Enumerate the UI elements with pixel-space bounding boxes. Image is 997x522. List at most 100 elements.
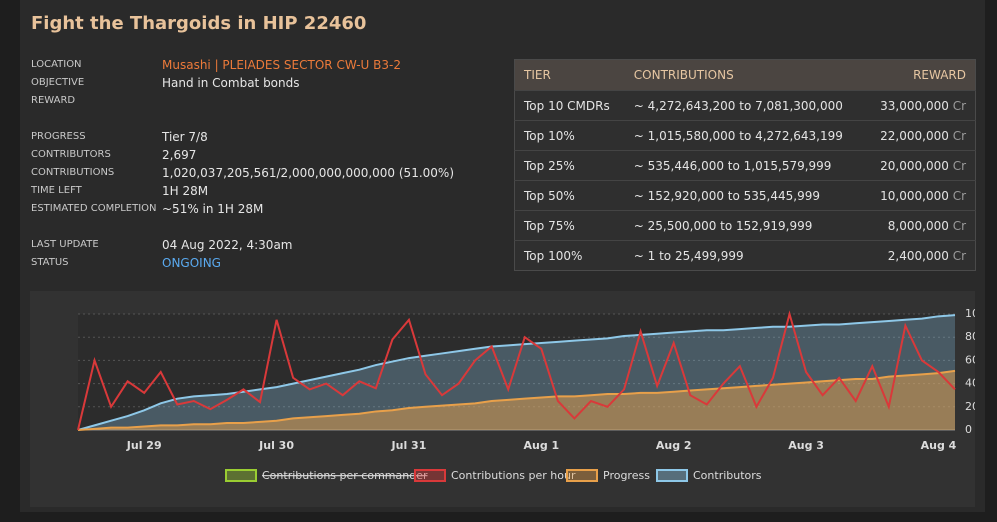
legend-swatch[interactable] [656, 469, 688, 482]
cell: 10,000,000 Cr [865, 180, 976, 211]
y-tick-label: 80 [965, 330, 975, 343]
legend-swatch[interactable] [414, 469, 446, 482]
detail-label: PROGRESS [31, 131, 86, 142]
title: Fight the Thargoids in HIP 22460 [31, 13, 367, 34]
cell-text: ~ 152,920,000 to 535,445,999 [633, 188, 820, 203]
x-tick-label: Aug 4 [921, 439, 957, 452]
cell-text: Top 100% [524, 248, 583, 263]
x-tick-label: Jul 31 [391, 439, 427, 452]
tier-table: TIER CONTRIBUTIONS REWARD Top 10 CMDRs ~ 4,2… [514, 59, 976, 271]
cell: ~ 152,920,000 to 535,445,999 [624, 180, 866, 211]
cell-text: 10,000,000 [880, 188, 949, 203]
tier-row: Top 50% ~ 152,920,000 to 535,445,999 10,00… [514, 180, 976, 211]
detail-value[interactable]: Musashi | PLEIADES SECTOR CW-U B3-2 [162, 58, 401, 72]
tier-row: Top 75% ~ 25,500,000 to 152,919,999 8,000,… [514, 210, 976, 241]
detail-group: PROGRESS Tier 7/8 CONTRIBUTORS 2,697 CONTRIB… [31, 128, 454, 218]
cell: Top 75% [514, 210, 625, 241]
tier-row: Top 10 CMDRs ~ 4,272,643,200 to 7,081,300… [514, 90, 976, 121]
panel: Fight the Thargoids in HIP 22460 LOCATIO… [20, 0, 985, 512]
cell: Top 50% [514, 180, 625, 211]
y-tick-label: 20 [965, 400, 975, 413]
detail-value: Hand in Combat bonds [162, 76, 300, 90]
detail-group: LOCATION Musashi | PLEIADES SECTOR CW-U B… [31, 56, 401, 110]
detail-row: OBJECTIVE Hand in Combat bonds [31, 74, 401, 92]
header-row: TIER CONTRIBUTIONS REWARD [514, 59, 976, 91]
cell: 33,000,000 Cr [865, 90, 976, 121]
legend-label[interactable]: Progress [603, 469, 650, 482]
detail-row: CONTRIBUTIONS 1,020,037,205,561/2,000,000… [31, 164, 454, 182]
legend-swatch[interactable] [225, 469, 257, 482]
cell: ~ 4,272,643,200 to 7,081,300,000 [624, 90, 866, 121]
currency: Cr [952, 128, 966, 143]
cell: Top 100% [514, 240, 625, 271]
x-tick-label: Aug 1 [523, 439, 559, 452]
cell: ~ 1 to 25,499,999 [624, 240, 866, 271]
legend-label[interactable]: Contributors [693, 469, 762, 482]
detail-row: LOCATION Musashi | PLEIADES SECTOR CW-U B… [31, 56, 401, 74]
tier-row: Top 10% ~ 1,015,580,000 to 4,272,643,199 2… [514, 120, 976, 151]
detail-value: 1,020,037,205,561/2,000,000,000,000 (51.… [162, 166, 454, 180]
detail-value: ONGOING [162, 256, 221, 270]
detail-label: OBJECTIVE [31, 77, 85, 88]
detail-row: LAST UPDATE 04 Aug 2022, 4:30am [31, 236, 293, 254]
cell-text: 2,400,000 [887, 248, 949, 263]
tier-row: Top 100% ~ 1 to 25,499,999 2,400,000 Cr [514, 240, 976, 271]
cell: 20,000,000 Cr [865, 150, 976, 181]
cell-text: ~ 1,015,580,000 to 4,272,643,199 [633, 128, 843, 143]
detail-label: TIME LEFT [31, 185, 82, 196]
y-tick-label: 0 [965, 423, 972, 436]
cell-text: 22,000,000 [880, 128, 949, 143]
detail-row: REWARD [31, 92, 401, 110]
cell: 8,000,000 Cr [865, 210, 976, 241]
detail-label: LAST UPDATE [31, 239, 99, 250]
cell-text: Top 10% [524, 128, 575, 143]
detail-row: CONTRIBUTORS 2,697 [31, 146, 454, 164]
detail-label: STATUS [31, 257, 69, 268]
x-tick-label: Aug 2 [656, 439, 692, 452]
detail-value: 04 Aug 2022, 4:30am [162, 238, 293, 252]
detail-row: PROGRESS Tier 7/8 [31, 128, 454, 146]
detail-label: LOCATION [31, 59, 82, 70]
line [77, 314, 956, 431]
cell-text: 33,000,000 [880, 98, 949, 113]
column-header: TIER [514, 59, 625, 91]
cell-text: ~ 1 to 25,499,999 [633, 248, 744, 263]
area [78, 370, 955, 430]
cell-text: Top 75% [524, 218, 575, 233]
x-tick-label: Aug 3 [788, 439, 824, 452]
detail-row: ESTIMATED COMPLETION ~51% in 1H 28M [31, 200, 454, 218]
cell: Top 25% [514, 150, 625, 181]
y-tick-label: 60 [965, 353, 975, 366]
cell-text: 8,000,000 [887, 218, 949, 233]
legend-label[interactable]: Contributions per commander [262, 469, 428, 482]
detail-value: ~51% in 1H 28M [162, 202, 264, 216]
detail-value: Tier 7/8 [162, 130, 208, 144]
detail-group: LAST UPDATE 04 Aug 2022, 4:30am STATUS ONGO… [31, 236, 293, 272]
currency: Cr [952, 218, 966, 233]
chart: 0 20 40 60 80 100 Jul 29 Jul 30 Jul 31 Aug 1 Aug 2… [30, 291, 975, 507]
cell: ~ 25,500,000 to 152,919,999 [624, 210, 866, 241]
legend-swatch[interactable] [566, 469, 598, 482]
tier-row: Top 25% ~ 535,446,000 to 1,015,579,999 20,… [514, 150, 976, 181]
cell: ~ 1,015,580,000 to 4,272,643,199 [624, 120, 866, 151]
legend-label[interactable]: Contributions per hour [451, 469, 576, 482]
detail-value: 1H 28M [162, 184, 209, 198]
cell: Top 10 CMDRs [514, 90, 625, 121]
detail-row: STATUS ONGOING [31, 254, 293, 272]
x-tick-label: Jul 30 [258, 439, 294, 452]
detail-value: 2,697 [162, 148, 197, 162]
cell-text: 20,000,000 [880, 158, 949, 173]
cell-text: Top 10 CMDRs [524, 98, 610, 113]
x-tick-label: Jul 29 [126, 439, 162, 452]
column-header: REWARD [865, 59, 976, 91]
cell-text: ~ 535,446,000 to 1,015,579,999 [633, 158, 832, 173]
cell-text: ~ 4,272,643,200 to 7,081,300,000 [633, 98, 843, 113]
column-header: CONTRIBUTIONS [624, 59, 866, 91]
cell: ~ 535,446,000 to 1,015,579,999 [624, 150, 866, 181]
detail-label: CONTRIBUTORS [31, 149, 111, 160]
currency: Cr [952, 188, 966, 203]
detail-row: TIME LEFT 1H 28M [31, 182, 454, 200]
detail-label: ESTIMATED COMPLETION [31, 203, 157, 214]
cell-text: Top 25% [524, 158, 575, 173]
